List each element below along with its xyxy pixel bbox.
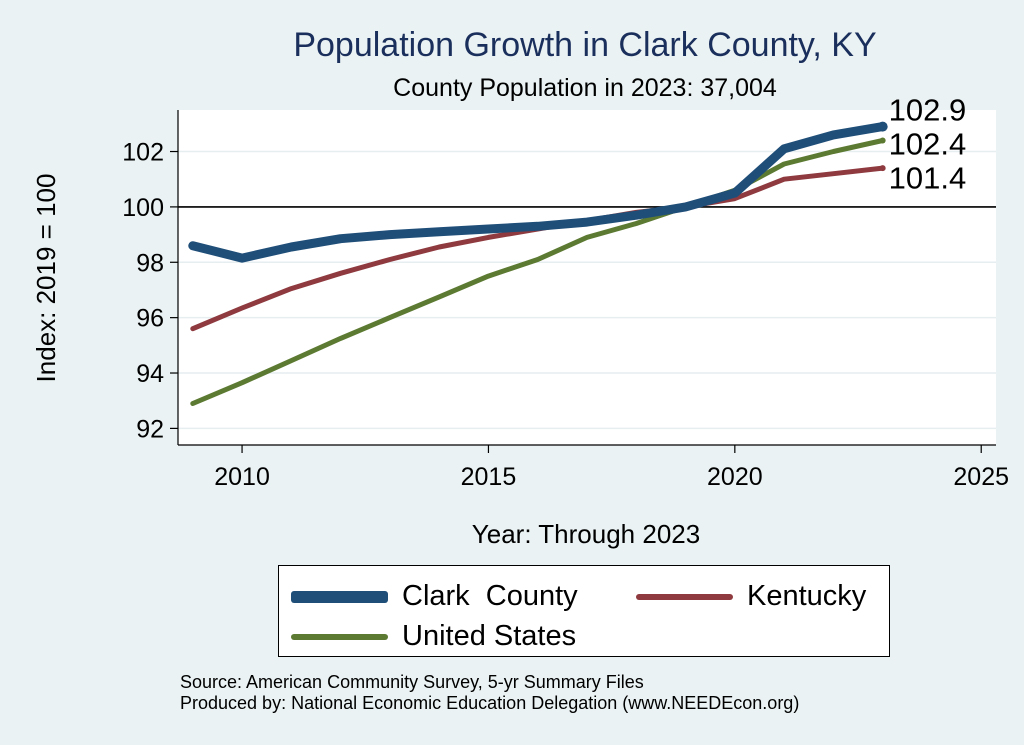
y-tick-label: 100	[122, 194, 164, 222]
legend-label-united-states: United States	[402, 620, 577, 652]
x-tick-label: 2020	[707, 463, 763, 491]
legend-label-kentucky: Kentucky	[747, 580, 867, 612]
end-label: 102.4	[889, 127, 967, 162]
axes: 92 94 96 98 100 102 2010 2015 2020 2025	[122, 110, 1009, 491]
legend-swatch-kentucky	[636, 593, 733, 600]
y-tick-label: 94	[136, 360, 164, 388]
legend-swatch-united-states	[291, 633, 388, 640]
chart-title: Population Growth in Clark County, KY	[293, 26, 877, 64]
source-line: Source: American Community Survey, 5-yr …	[180, 672, 644, 692]
legend-item-kentucky: Kentucky	[636, 580, 866, 613]
series-line-united-states	[190, 138, 886, 406]
legend-label-clark-county: Clark County	[402, 580, 578, 612]
plot-area	[178, 110, 996, 445]
x-axis-label: Year: Through 2023	[472, 519, 700, 549]
y-tick-label: 98	[136, 249, 164, 277]
y-tick-label: 102	[122, 139, 164, 167]
series-end-point	[879, 137, 886, 144]
y-tick-label: 96	[136, 305, 164, 333]
x-tick-label: 2015	[461, 463, 517, 491]
source-note: Source: American Community Survey, 5-yr …	[180, 672, 799, 714]
series-lines	[188, 121, 888, 406]
chart-subtitle: County Population in 2023: 37,004	[393, 74, 777, 102]
legend-item-clark-county: Clark County	[291, 580, 578, 613]
end-label: 101.4	[889, 161, 967, 196]
x-tick-label: 2025	[953, 463, 1009, 491]
x-tick-label: 2010	[214, 463, 270, 491]
legend-item-united-states: United States	[291, 620, 576, 653]
y-tick-label: 92	[136, 415, 164, 443]
legend: Clark County Kentucky United States	[278, 565, 890, 657]
series-end-point	[879, 165, 886, 172]
series-end-point	[877, 121, 888, 132]
end-label: 102.9	[889, 93, 967, 128]
legend-swatch-clark-county	[291, 590, 388, 603]
y-axis-label: Index: 2019 = 100	[31, 174, 61, 383]
produced-by-line: Produced by: National Economic Education…	[180, 693, 800, 713]
line-chart: 92 94 96 98 100 102 2010 2015 2020 2025 102.9102.…	[31, 93, 1009, 549]
series-line-clark-county	[188, 122, 888, 263]
